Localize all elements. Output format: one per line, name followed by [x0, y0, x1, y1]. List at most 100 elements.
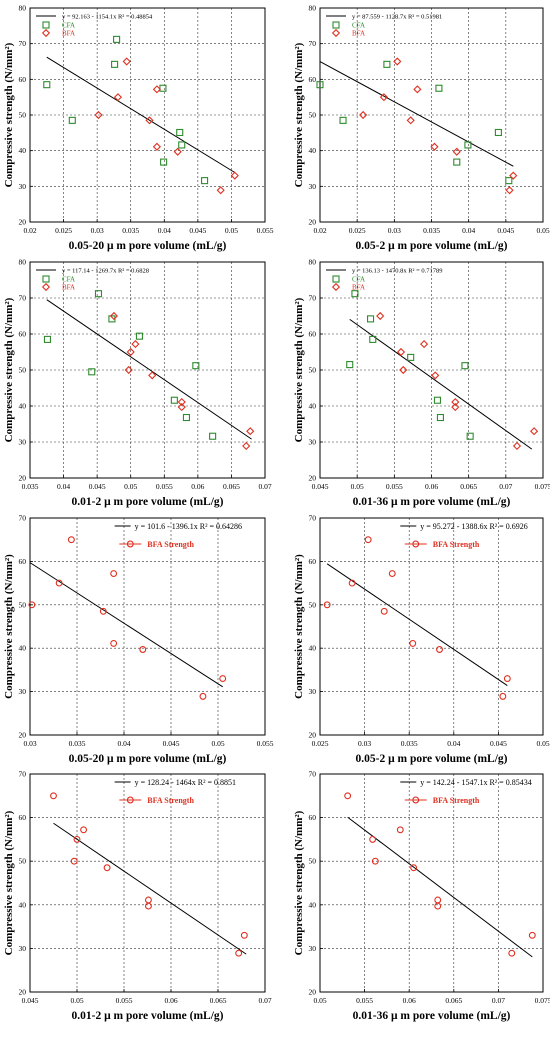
x-tick-label: 0.055 [156, 482, 173, 491]
plot-frame [319, 517, 544, 736]
data-point-bfa-strength [434, 902, 442, 910]
x-tick-label: 0.02 [23, 226, 36, 235]
legend-label-bfa: BFA [352, 30, 365, 38]
y-tick-label: 40 [309, 900, 317, 909]
data-point-cfa [461, 362, 469, 370]
y-tick-label: 60 [309, 557, 317, 566]
data-point-bfa [148, 371, 157, 380]
y-axis-label: Compressive strength (N/mm²) [293, 42, 305, 187]
data-point-cfa [182, 413, 190, 422]
chart-panel-7: 0.045 0.05 0.055 0.06 0.065 0.07 20 30 40 50 60 70 0… [3, 770, 272, 1023]
data-point-bfa-strength [499, 692, 507, 700]
data-point-bfa-strength [369, 835, 377, 843]
data-point-bfa [230, 171, 239, 180]
legend-label: BFA Strength [147, 540, 194, 549]
x-tick-label: 0.045 [163, 739, 180, 748]
data-point-bfa [152, 142, 161, 151]
y-tick-label: 30 [309, 438, 317, 447]
data-point-bfa-strength [103, 864, 111, 872]
y-tick-label: 20 [309, 988, 317, 997]
x-tick-label: 0.03 [23, 739, 36, 748]
y-tick-label: 30 [309, 182, 317, 191]
data-point-bfa-strength [436, 646, 443, 653]
equation-label: y = 87.559 - 1128.7x R² = 0.51981 [352, 14, 442, 21]
y-tick-label: 60 [19, 557, 27, 566]
equation-label: y = 101.6 - 1396.1x R² = 0.64286 [135, 522, 242, 531]
x-tick-label: 0.05 [211, 739, 224, 748]
x-tick-label: 0.03 [358, 739, 371, 748]
chart-panel-6: 0.025 0.03 0.035 0.04 0.045 0.05 20 30 40 50 60 70 0… [293, 514, 550, 766]
x-tick-label: 0.05 [70, 996, 83, 1005]
y-tick-label: 60 [19, 330, 27, 339]
y-tick-label: 80 [19, 258, 27, 267]
y-tick-label: 50 [309, 366, 317, 375]
data-point-cfa [178, 141, 186, 149]
x-tick-label: 0.035 [122, 226, 139, 235]
chart-panel-1: 0.02 0.025 0.03 0.035 0.04 0.045 0.05 0.055 20 30… [3, 4, 274, 253]
data-point-bfa-strength [28, 601, 36, 609]
y-tick-label: 70 [309, 39, 317, 48]
legend-marker [412, 796, 420, 804]
x-tick-label: 0.05 [351, 482, 364, 491]
x-tick-label: 0.06 [191, 482, 204, 491]
data-point-bfa-strength [67, 536, 75, 544]
y-tick-label: 70 [309, 514, 317, 523]
regression-line [319, 61, 514, 167]
x-tick-label: 0.075 [535, 482, 550, 491]
x-tick-label: 0.065 [460, 482, 477, 491]
x-tick-label: 0.065 [223, 482, 240, 491]
data-point-bfa [452, 147, 461, 156]
data-point-cfa [192, 362, 200, 370]
regression-line [347, 816, 533, 958]
data-point-cfa [159, 84, 167, 92]
data-point-cfa [88, 368, 96, 376]
x-tick-label: 0.04 [447, 739, 460, 748]
plot-frame [29, 517, 266, 736]
y-tick-label: 30 [19, 438, 27, 447]
data-point-cfa [43, 81, 51, 89]
legend-label-bfa: BFA [62, 284, 75, 292]
legend-marker-cfa [332, 21, 340, 29]
data-point-cfa [346, 361, 354, 369]
legend-label-cfa: CFA [62, 22, 75, 30]
y-tick-label: 50 [19, 600, 27, 609]
y-tick-label: 40 [19, 402, 27, 411]
data-point-bfa [451, 397, 460, 407]
y-tick-label: 60 [19, 813, 27, 822]
data-point-bfa-strength [380, 607, 388, 615]
data-point-bfa-strength [73, 835, 81, 843]
data-point-cfa [94, 290, 103, 298]
x-tick-label: 0.06 [403, 996, 416, 1005]
data-point-cfa [209, 432, 217, 440]
y-tick-label: 60 [309, 813, 317, 822]
x-tick-label: 0.06 [164, 996, 177, 1005]
data-point-bfa [242, 441, 251, 451]
data-point-cfa [436, 413, 444, 422]
data-point-bfa [94, 110, 103, 120]
regression-line [29, 562, 223, 688]
y-tick-label: 30 [309, 944, 317, 953]
data-point-bfa-strength [144, 902, 152, 910]
data-point-bfa-strength [55, 579, 63, 587]
data-point-cfa [433, 396, 441, 404]
x-tick-label: 0.055 [386, 482, 403, 491]
y-tick-label: 50 [309, 111, 317, 120]
x-tick-label: 0.055 [356, 996, 373, 1005]
x-tick-label: 0.02 [313, 226, 326, 235]
x-tick-label: 0.045 [189, 226, 206, 235]
legend-label: BFA Strength [433, 540, 480, 549]
x-tick-label: 0.06 [425, 482, 438, 491]
x-axis-label: 0.01-36 μ m pore volume (mL/g) [353, 496, 511, 508]
equation-label: y = 136.13 - 1470.8x R² = 0.71789 [352, 268, 443, 275]
data-point-bfa [145, 116, 154, 125]
x-tick-label: 0.035 [22, 482, 39, 491]
data-point-cfa [369, 335, 377, 343]
legend-label-cfa: CFA [352, 22, 365, 30]
data-point-cfa [453, 158, 461, 166]
data-point-bfa-strength [50, 792, 57, 800]
y-tick-label: 40 [309, 146, 317, 155]
y-axis-label: Compressive strength (N/mm²) [293, 554, 305, 699]
data-point-cfa [435, 84, 443, 92]
legend-label-bfa: BFA [352, 284, 365, 292]
y-axis-label: Compressive strength (N/mm²) [293, 297, 305, 442]
